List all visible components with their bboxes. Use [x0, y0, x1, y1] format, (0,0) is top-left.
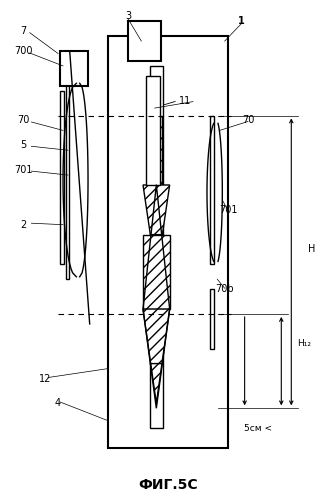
Bar: [146, 76, 160, 185]
Text: 70b: 70b: [215, 284, 234, 294]
Text: ФИГ.5С: ФИГ.5С: [138, 478, 198, 492]
Text: 12: 12: [39, 374, 51, 384]
Text: H₁₂: H₁₂: [298, 339, 311, 348]
Bar: [210, 116, 214, 264]
Bar: [60, 51, 88, 86]
Polygon shape: [150, 364, 162, 408]
Bar: [210, 289, 214, 349]
Text: 1: 1: [238, 16, 245, 26]
Text: 701: 701: [219, 205, 237, 215]
Text: 7: 7: [20, 26, 26, 36]
Text: 70: 70: [242, 115, 254, 125]
Bar: [108, 36, 228, 448]
Text: 5: 5: [20, 140, 26, 150]
Text: 3: 3: [125, 11, 131, 21]
Polygon shape: [143, 185, 170, 235]
Text: 2: 2: [20, 220, 26, 230]
Polygon shape: [143, 309, 170, 364]
Text: 5см <: 5см <: [244, 424, 272, 433]
Text: 70: 70: [17, 115, 29, 125]
Text: 11: 11: [178, 96, 191, 106]
Bar: [150, 66, 163, 428]
Bar: [60, 91, 64, 264]
Bar: [128, 21, 161, 61]
Text: 4: 4: [55, 398, 61, 408]
Text: H: H: [307, 245, 315, 254]
Bar: [66, 81, 69, 279]
Text: 700: 700: [14, 46, 32, 56]
Polygon shape: [143, 235, 170, 309]
Text: 701: 701: [14, 165, 32, 175]
Polygon shape: [150, 116, 162, 185]
